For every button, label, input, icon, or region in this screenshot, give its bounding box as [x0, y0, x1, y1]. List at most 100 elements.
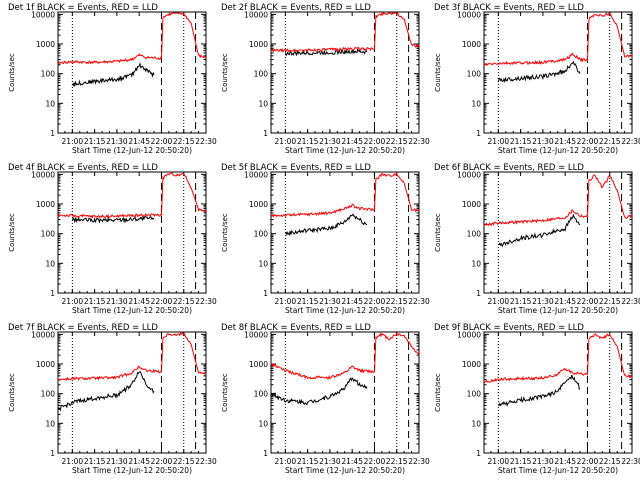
- y-tick-label: 10000: [244, 10, 268, 19]
- x-tick-label: 21:45: [128, 297, 150, 306]
- x-tick-label: 22:00: [151, 297, 173, 306]
- x-tick-label: 22:00: [577, 457, 599, 466]
- x-axis-label: Start Time (12-Jun-12 20:50:20): [285, 466, 405, 475]
- x-tick-label: 21:45: [128, 137, 150, 146]
- x-tick-label: 21:30: [532, 297, 554, 306]
- series-lld-line: [270, 332, 420, 380]
- x-tick-label: 21:15: [84, 297, 106, 306]
- x-tick-label: 21:15: [510, 297, 532, 306]
- series-events-line: [284, 213, 368, 237]
- x-axis-label: Start Time (12-Jun-12 20:50:20): [498, 466, 618, 475]
- x-tick-label: 21:30: [106, 457, 128, 466]
- panel-title: Det 3f BLACK = Events, RED = LLD: [434, 3, 584, 13]
- y-tick-label: 1: [50, 449, 55, 458]
- panel-det-6f: Det 6f BLACK = Events, RED = LLD Counts/s…: [434, 163, 640, 315]
- x-tick-label: 21:30: [319, 457, 341, 466]
- x-tick-label: 21:45: [554, 457, 576, 466]
- y-tick-label: 1: [50, 129, 55, 138]
- x-tick-label: 21:45: [341, 137, 363, 146]
- panel-det-1f: Det 1f BLACK = Events, RED = LLD Counts/s…: [8, 3, 217, 155]
- x-tick-label: 21:00: [62, 297, 84, 306]
- y-axis-label: Counts/sec: [434, 213, 442, 252]
- x-tick-label: 21:00: [275, 297, 297, 306]
- x-tick-label: 22:00: [577, 137, 599, 146]
- x-tick-label: 21:15: [297, 297, 319, 306]
- x-tick-label: 21:15: [297, 457, 319, 466]
- y-tick-label: 100: [467, 390, 482, 399]
- x-tick-label: 21:15: [510, 457, 532, 466]
- x-tick-label: 22:30: [195, 297, 217, 306]
- y-axis-label: Counts/sec: [221, 213, 229, 252]
- x-tick-label: 22:00: [151, 137, 173, 146]
- x-axis-label: Start Time (12-Jun-12 20:50:20): [285, 146, 405, 155]
- series-events-line: [71, 215, 155, 224]
- panel-title: Det 9f BLACK = Events, RED = LLD: [434, 323, 584, 333]
- x-tick-label: 22:15: [386, 137, 408, 146]
- panel-title: Det 6f BLACK = Events, RED = LLD: [434, 163, 584, 173]
- panel-det-7f: Det 7f BLACK = Events, RED = LLD Counts/s…: [8, 323, 217, 475]
- x-tick-label: 21:30: [532, 137, 554, 146]
- x-tick-label: 21:30: [319, 297, 341, 306]
- y-tick-label: 100: [41, 390, 56, 399]
- x-tick-label: 22:15: [386, 457, 408, 466]
- series-events-line: [57, 370, 155, 412]
- y-tick-label: 10000: [244, 330, 268, 339]
- series-lld-line: [483, 174, 633, 227]
- x-tick-label: 21:45: [341, 297, 363, 306]
- x-tick-label: 22:15: [386, 297, 408, 306]
- y-tick-label: 100: [467, 230, 482, 239]
- y-tick-label: 10000: [31, 10, 55, 19]
- series-events-line: [497, 60, 581, 84]
- x-tick-label: 21:15: [510, 137, 532, 146]
- panel-det-3f: Det 3f BLACK = Events, RED = LLD Counts/s…: [434, 3, 640, 155]
- y-tick-label: 1: [50, 289, 55, 298]
- y-tick-label: 10: [471, 259, 481, 268]
- x-tick-label: 22:30: [195, 137, 217, 146]
- y-tick-label: 10000: [457, 10, 481, 19]
- series-events-line: [498, 374, 581, 407]
- series-events-line: [71, 61, 155, 88]
- y-tick-label: 100: [254, 230, 269, 239]
- y-tick-label: 100: [41, 70, 56, 79]
- series-lld-line: [57, 172, 207, 219]
- y-tick-label: 10: [471, 419, 481, 428]
- y-tick-label: 1: [263, 129, 268, 138]
- x-tick-label: 21:15: [84, 137, 106, 146]
- x-tick-label: 22:30: [621, 457, 640, 466]
- y-tick-label: 10: [45, 259, 55, 268]
- y-tick-label: 1000: [249, 200, 268, 209]
- x-tick-label: 22:00: [364, 457, 386, 466]
- y-tick-label: 10: [258, 419, 268, 428]
- panel-title: Det 7f BLACK = Events, RED = LLD: [8, 323, 158, 333]
- y-axis-label: Counts/sec: [8, 373, 16, 412]
- y-tick-label: 10: [471, 99, 481, 108]
- y-tick-label: 1: [476, 289, 481, 298]
- y-tick-label: 1000: [36, 200, 55, 209]
- y-tick-label: 10000: [244, 170, 268, 179]
- x-tick-label: 22:30: [408, 297, 430, 306]
- y-tick-label: 1: [476, 449, 481, 458]
- x-tick-label: 22:30: [408, 137, 430, 146]
- x-tick-label: 22:15: [173, 457, 195, 466]
- x-axis-label: Start Time (12-Jun-12 20:50:20): [72, 306, 192, 315]
- y-tick-label: 100: [254, 70, 269, 79]
- y-tick-label: 1000: [249, 40, 268, 49]
- x-tick-label: 21:15: [297, 137, 319, 146]
- x-tick-label: 21:30: [106, 297, 128, 306]
- y-tick-label: 1000: [36, 360, 55, 369]
- series-events-line: [284, 48, 368, 57]
- panel-det-9f: Det 9f BLACK = Events, RED = LLD Counts/s…: [434, 323, 640, 475]
- y-tick-label: 1: [263, 289, 268, 298]
- y-tick-label: 10000: [31, 170, 55, 179]
- x-tick-label: 22:00: [151, 457, 173, 466]
- y-tick-label: 1000: [462, 200, 481, 209]
- y-axis-label: Counts/sec: [434, 373, 442, 412]
- x-axis-label: Start Time (12-Jun-12 20:50:20): [72, 146, 192, 155]
- x-tick-label: 22:00: [577, 297, 599, 306]
- y-tick-label: 1000: [462, 360, 481, 369]
- x-tick-label: 22:30: [621, 137, 640, 146]
- panel-det-2f: Det 2f BLACK = Events, RED = LLD Counts/s…: [221, 3, 430, 155]
- series-lld-line: [270, 171, 420, 218]
- y-axis-label: Counts/sec: [8, 213, 16, 252]
- x-tick-label: 21:30: [319, 137, 341, 146]
